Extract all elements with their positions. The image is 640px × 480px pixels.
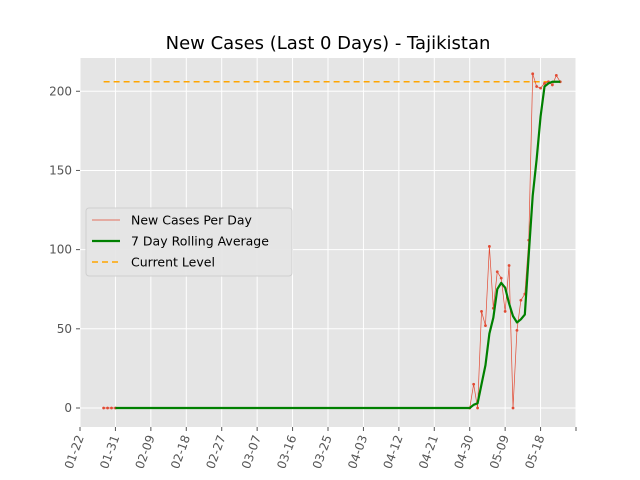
new-cases-point xyxy=(531,72,535,76)
y-tick-label: 100 xyxy=(49,243,72,257)
new-cases-point xyxy=(539,86,542,90)
x-tick-label: 01-31 xyxy=(97,433,122,471)
x-tick-label: 05-18 xyxy=(522,433,547,471)
new-cases-point xyxy=(495,270,499,274)
legend-entry-current-level-label: Current Level xyxy=(131,255,215,270)
x-tick-label: 04-03 xyxy=(345,433,370,471)
new-cases-point xyxy=(102,406,106,410)
x-tick-label: 04-21 xyxy=(416,433,441,471)
rolling-average-line xyxy=(115,80,561,410)
new-cases-point xyxy=(535,85,539,88)
legend-box xyxy=(85,207,293,277)
x-tick-label: 04-12 xyxy=(381,433,406,471)
new-cases-point xyxy=(507,264,511,267)
y-tick-label: 0 xyxy=(64,401,72,415)
new-cases-point xyxy=(554,74,558,77)
new-cases-point xyxy=(484,324,487,328)
legend: New Cases Per Day 7 Day Rolling Average Cu… xyxy=(85,207,293,277)
new-cases-point xyxy=(480,309,483,313)
y-tick-label: 50 xyxy=(57,322,72,336)
x-tick-label: 05-09 xyxy=(487,433,512,471)
new-cases-point xyxy=(106,406,109,410)
x-tick-label: 01-22 xyxy=(62,433,87,471)
x-tick-label: 02-09 xyxy=(133,433,158,471)
new-cases-point xyxy=(499,276,503,280)
new-cases-point xyxy=(550,83,554,87)
new-cases-point xyxy=(476,406,479,410)
chart-title: New Cases (Last 0 Days) - Tajikistan xyxy=(166,33,491,54)
x-tick-label: 02-27 xyxy=(203,433,228,471)
series-layer xyxy=(102,72,562,410)
legend-entry-rolling-average-label: 7 Day Rolling Average xyxy=(131,234,269,249)
x-tick-label: 03-16 xyxy=(274,433,299,471)
x-tick-label: 03-25 xyxy=(310,433,335,471)
new-cases-point xyxy=(503,309,507,313)
new-cases-line xyxy=(103,73,561,409)
y-tick-label: 150 xyxy=(49,163,72,177)
legend-entry-new-cases-label: New Cases Per Day xyxy=(131,213,252,228)
new-cases-point xyxy=(487,245,491,248)
new-cases-point xyxy=(519,298,523,302)
new-cases-point xyxy=(472,382,476,386)
new-cases-point xyxy=(110,406,113,410)
new-cases-point xyxy=(543,81,546,85)
y-tick-label: 200 xyxy=(49,84,72,98)
grid xyxy=(79,58,577,427)
new-cases-point xyxy=(515,328,519,332)
x-tick-label: 02-18 xyxy=(168,433,193,471)
x-tick-label: 03-07 xyxy=(239,433,264,471)
new-cases-point xyxy=(511,406,515,410)
x-tick-label: 04-30 xyxy=(451,433,476,471)
